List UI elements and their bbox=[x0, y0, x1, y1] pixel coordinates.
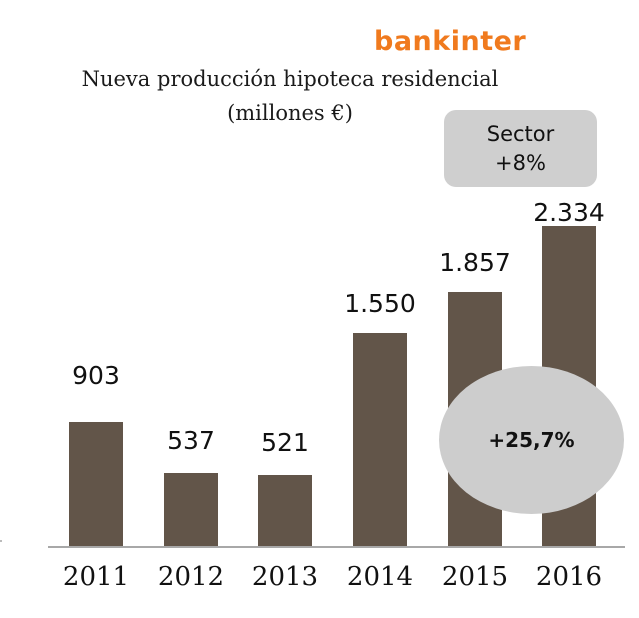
bar-value-2011: 903 bbox=[72, 361, 120, 390]
bar-2011 bbox=[69, 422, 123, 547]
chart-title: Nueva producción hipoteca residencial bbox=[81, 67, 499, 91]
x-label-2014: 2014 bbox=[346, 562, 414, 592]
x-label-2016: 2016 bbox=[535, 562, 603, 592]
bar-2012 bbox=[164, 473, 218, 547]
bar-value-2012: 537 bbox=[167, 426, 215, 455]
x-label-2015: 2015 bbox=[441, 562, 509, 592]
x-axis-line bbox=[48, 546, 625, 548]
sector-label: Sector bbox=[486, 122, 555, 146]
x-label-2012: 2012 bbox=[157, 562, 225, 592]
sector-growth-callout: Sector +8% bbox=[444, 110, 597, 187]
growth-callout-ellipse: +25,7% bbox=[439, 366, 624, 514]
bar-value-2015: 1.857 bbox=[439, 248, 511, 277]
bar-value-2016: 2.334 bbox=[533, 198, 605, 227]
growth-value: +25,7% bbox=[488, 428, 575, 452]
bar-value-2014: 1.550 bbox=[344, 289, 416, 318]
chart-subtitle-units: (millones €) bbox=[227, 101, 353, 125]
stray-mark bbox=[0, 540, 2, 542]
x-label-2013: 2013 bbox=[251, 562, 319, 592]
bar-value-2013: 521 bbox=[261, 428, 309, 457]
bankinter-logo: bankinter bbox=[374, 26, 527, 57]
bar-2013 bbox=[258, 475, 312, 547]
sector-value: +8% bbox=[495, 151, 546, 175]
bar-2014 bbox=[353, 333, 407, 547]
x-label-2011: 2011 bbox=[62, 562, 130, 592]
